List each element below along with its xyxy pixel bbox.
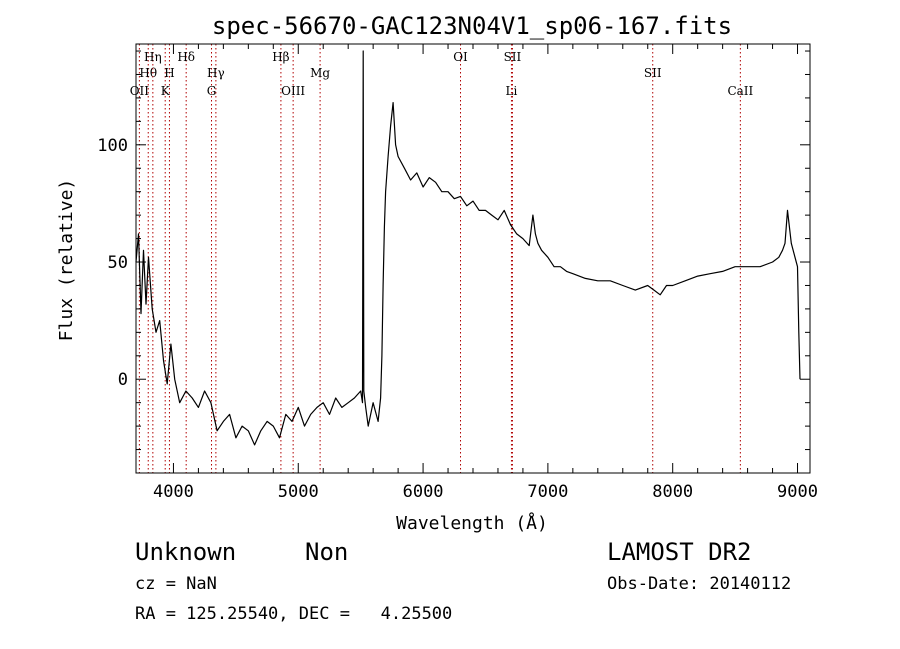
line-label: Hθ [139,66,157,80]
y-tick-label: 50 [108,253,128,273]
line-label: Hδ [177,50,195,64]
spectrum-line [135,50,801,446]
line-label: Hη [144,50,162,64]
ra-dec: RA = 125.25540, DEC = 4.25500 [135,604,453,624]
x-tick-label: 9000 [777,482,818,502]
x-tick-label: 4000 [153,482,194,502]
line-label: H [164,66,174,80]
x-axis-label: Wavelength (Å) [396,512,548,534]
object-subclass: Non [305,538,349,566]
line-label: Hγ [207,66,225,80]
x-tick-label: 8000 [652,482,693,502]
line-label: OI [453,50,468,64]
line-label: G [207,84,217,98]
survey-name: LAMOST DR2 [607,538,752,566]
line-label: OIII [281,84,305,98]
line-label: Li [506,84,518,98]
line-label: Mg [310,66,330,80]
y-tick-label: 100 [97,136,128,156]
y-axis-label: Flux (relative) [56,179,77,342]
line-label: K [161,84,171,98]
chart-title: spec-56670-GAC123N04V1_sp06-167.fits [212,12,732,40]
line-label: SII [504,50,522,64]
redshift-cz: cz = NaN [135,574,217,594]
x-tick-label: 7000 [527,482,568,502]
x-tick-label: 5000 [278,482,319,502]
line-label: Hβ [272,50,289,64]
object-class: Unknown [135,538,237,566]
obs-date: Obs-Date: 20140112 [607,574,792,594]
line-label: OII [130,84,150,98]
x-tick-label: 6000 [403,482,444,502]
plot-frame [135,43,811,474]
y-tick-label: 0 [118,370,128,390]
line-label: SII [644,66,662,80]
line-label: CaII [727,84,753,98]
